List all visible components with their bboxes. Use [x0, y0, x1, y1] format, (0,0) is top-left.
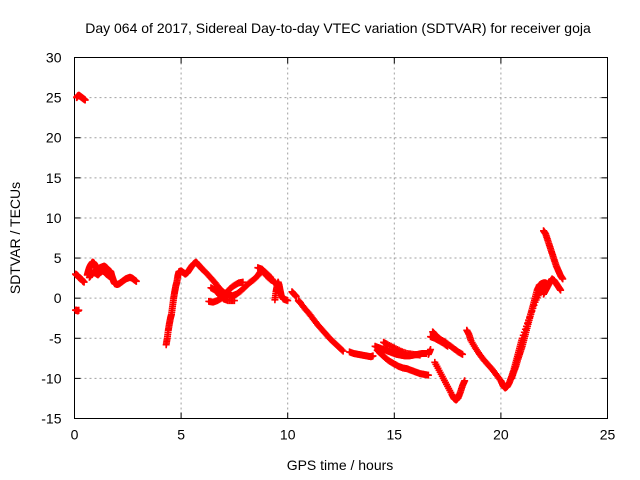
data-point [443, 341, 451, 349]
x-tick-label: 10 [280, 427, 296, 443]
y-tick-label: 10 [46, 210, 62, 226]
x-tick-label: 20 [493, 427, 509, 443]
x-tick-label: 0 [71, 427, 79, 443]
data-point [559, 275, 567, 283]
y-tick-label: 0 [54, 290, 62, 306]
x-tick-label: 5 [177, 427, 185, 443]
data-point [338, 346, 346, 354]
x-axis-label: GPS time / hours [287, 457, 394, 473]
y-axis-label: SDTVAR / TECUs [7, 182, 23, 294]
data-point [239, 278, 247, 286]
data-point [266, 272, 274, 280]
data-point [444, 342, 452, 350]
y-tick-label: 20 [46, 130, 62, 146]
data-point [284, 297, 292, 305]
data-point [230, 297, 238, 305]
data-point [461, 377, 469, 385]
y-tick-label: 30 [46, 50, 62, 66]
data-point [427, 346, 435, 354]
grid-layer [74, 57, 608, 419]
y-tick-label: 15 [46, 170, 62, 186]
data-point [557, 286, 565, 294]
data-point [459, 350, 467, 358]
data-point [81, 96, 89, 104]
data-point [292, 293, 300, 301]
marks-layer [72, 91, 567, 404]
data-point [339, 347, 347, 355]
data-point [132, 277, 140, 285]
data-point [424, 371, 432, 379]
data-point [267, 273, 275, 281]
y-tick-label: -10 [41, 370, 61, 386]
y-tick-label: 5 [54, 250, 62, 266]
data-point [369, 352, 377, 360]
data-point [416, 351, 424, 359]
data-point [80, 278, 88, 286]
x-tick-label: 25 [600, 427, 616, 443]
x-tick-label: 15 [387, 427, 403, 443]
chart-title: Day 064 of 2017, Sidereal Day-to-day VTE… [85, 20, 591, 36]
y-tick-label: -15 [41, 411, 61, 427]
y-tick-label: 25 [46, 90, 62, 106]
data-point [107, 273, 115, 281]
y-tick-label: -5 [49, 330, 62, 346]
data-point [75, 306, 83, 314]
plot-frame [74, 57, 608, 419]
ticks-layer: 0 5 10 15 20 25 -15 -10 -5 0 5 10 15 20 25 30 [41, 50, 615, 443]
